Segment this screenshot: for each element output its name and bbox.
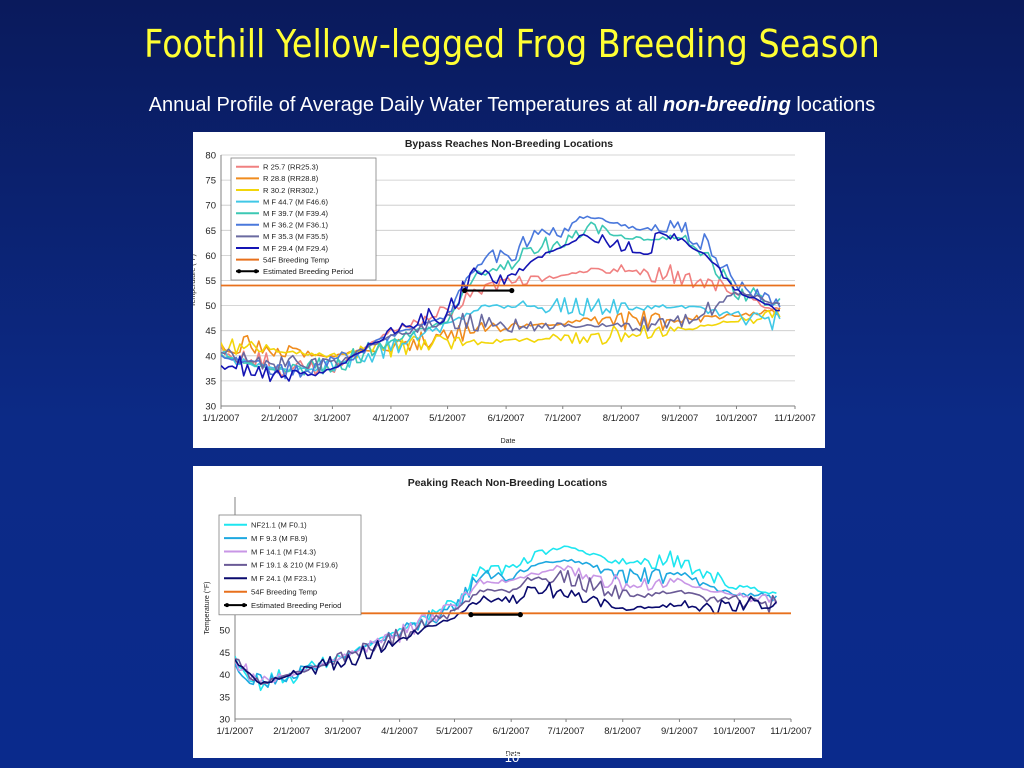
peaking-chart-x-axis-label: Date xyxy=(506,751,521,758)
bypass-chart-legend: R 25.7 (RR25.3) R 28.8 (RR28.8) R 30.2 (RR… xyxy=(230,157,377,281)
bypass-chart-x-tick-label: 9/1/2007 xyxy=(661,413,698,424)
bypass-chart-legend-marker xyxy=(254,269,258,274)
peaking-chart-legend-label: M F 9.3 (M F8.9) xyxy=(251,534,308,543)
bypass-chart-x-tick-label: 6/1/2007 xyxy=(488,413,525,424)
bypass-chart-y-tick-label: 40 xyxy=(205,351,216,362)
bypass-chart-x-tick-label: 8/1/2007 xyxy=(603,413,640,424)
bypass-chart-legend-marker xyxy=(237,269,241,274)
bypass-chart-legend-label: M F 39.7 (M F39.4) xyxy=(263,209,328,218)
bypass-chart-x-tick-label: 11/1/2007 xyxy=(774,413,816,424)
bypass-chart-legend-label: Estimated Breeding Period xyxy=(263,267,353,276)
bypass-chart-y-tick-label: 45 xyxy=(205,326,216,337)
bypass-chart-series-9-point xyxy=(461,287,468,294)
bypass-chart-svg: Bypass Reaches Non-Breeding Locations 30 3… xyxy=(193,138,816,445)
bypass-chart-y-tick-label: 70 xyxy=(205,201,216,212)
bypass-chart-x-tick-label: 10/1/2007 xyxy=(715,413,757,424)
bypass-chart-x-tick-label: 2/1/2007 xyxy=(261,413,298,424)
bypass-chart-legend-label: M F 29.4 (M F29.4) xyxy=(263,244,328,253)
peaking-chart-y-tick-label: 45 xyxy=(219,648,230,659)
slide-title: Foothill Yellow-legged Frog Breeding Sea… xyxy=(144,22,880,66)
bypass-chart-y-tick-label: 55 xyxy=(205,276,216,287)
bypass-chart-series-9-point xyxy=(509,287,515,294)
peaking-chart-legend-label: M F 14.1 (M F14.3) xyxy=(251,547,316,556)
peaking-chart-series-4-line xyxy=(235,581,778,685)
bypass-chart-x-tick-label: 1/1/2007 xyxy=(203,413,240,424)
bypass-chart-legend-label: R 30.2 (RR302.) xyxy=(263,186,319,195)
bypass-chart-series-2-line xyxy=(221,308,781,359)
peaking-reach-chart: Peaking Reach Non-Breeding Locations 30 35… xyxy=(193,466,822,758)
peaking-chart-legend-label: M F 24.1 (M F23.1) xyxy=(251,574,316,583)
bypass-chart-y-tick-label: 50 xyxy=(205,301,216,312)
bypass-chart-y-tick-label: 60 xyxy=(205,251,216,262)
peaking-chart-legend-marker xyxy=(242,603,246,608)
bypass-chart-legend-label: M F 35.3 (M F35.5) xyxy=(263,232,328,241)
bypass-chart-plot-area xyxy=(221,215,781,383)
bypass-chart-y-tick-label: 65 xyxy=(205,226,216,237)
peaking-chart-title: Peaking Reach Non-Breeding Locations xyxy=(408,477,608,489)
peaking-chart-svg: Peaking Reach Non-Breeding Locations 30 35… xyxy=(203,477,812,758)
bypass-chart-x-tick-label: 4/1/2007 xyxy=(372,413,409,424)
bypass-chart-y-axis-label: Temperature (°F) xyxy=(193,254,197,307)
bypass-chart-title: Bypass Reaches Non-Breeding Locations xyxy=(405,138,613,150)
bypass-chart-x-axis-label: Date xyxy=(501,438,516,445)
bypass-reaches-chart: Bypass Reaches Non-Breeding Locations 30 3… xyxy=(193,132,825,448)
peaking-chart-series-6-point xyxy=(517,612,523,618)
peaking-chart-x-tick-label: 1/1/2007 xyxy=(217,726,254,737)
page-number: 10 xyxy=(504,750,520,765)
peaking-chart-y-tick-label: 30 xyxy=(219,715,230,726)
peaking-chart-legend-label: M F 19.1 & 210 (M F19.6) xyxy=(251,561,338,570)
bypass-chart-x-tick-label: 5/1/2007 xyxy=(429,413,466,424)
peaking-chart-y-tick-label: 35 xyxy=(219,692,230,703)
peaking-chart-legend-marker xyxy=(225,603,229,608)
bypass-chart-legend-label: R 28.8 (RR28.8) xyxy=(263,174,319,183)
peaking-chart-x-tick-label: 3/1/2007 xyxy=(324,726,361,737)
bypass-chart-legend-label: 54F Breeding Temp xyxy=(263,255,329,264)
bypass-chart-series-6-line xyxy=(221,291,781,374)
bypass-chart-series-3-line xyxy=(221,297,781,373)
bypass-chart-series-5-line xyxy=(221,215,781,380)
peaking-chart-plot-area xyxy=(235,545,778,692)
bypass-chart-y-tick-label: 35 xyxy=(205,376,216,387)
peaking-chart-x-tick-label: 5/1/2007 xyxy=(436,726,473,737)
peaking-chart-x-tick-label: 6/1/2007 xyxy=(493,726,530,737)
peaking-chart-x-tick-label: 8/1/2007 xyxy=(604,726,641,737)
peaking-chart-x-tick-label: 4/1/2007 xyxy=(381,726,418,737)
subtitle-text-end: locations xyxy=(790,94,876,116)
peaking-chart-legend: NF21.1 (M F0.1) M F 9.3 (M F8.9) M F 14.1 … xyxy=(218,514,362,616)
peaking-chart-y-axis-label: Temperature (°F) xyxy=(203,582,211,635)
peaking-chart-y-tick-label: 40 xyxy=(219,670,230,681)
peaking-chart-x-tick-label: 2/1/2007 xyxy=(273,726,310,737)
subtitle-text-start: Annual Profile of Average Daily Water Te… xyxy=(148,94,664,116)
bypass-chart-y-tick-label: 30 xyxy=(205,402,216,413)
peaking-chart-x-tick-label: 10/1/2007 xyxy=(713,726,755,737)
peaking-chart-y-tick-label: 50 xyxy=(219,626,230,637)
peaking-chart-x-tick-label: 11/1/2007 xyxy=(770,726,812,737)
bypass-chart-legend-label: M F 36.2 (M F36.1) xyxy=(263,221,328,230)
peaking-chart-series-6-point xyxy=(468,612,474,618)
bypass-chart-y-tick-label: 75 xyxy=(205,176,216,187)
peaking-chart-legend-label: NF21.1 (M F0.1) xyxy=(251,521,307,530)
slide-subtitle: Annual Profile of Average Daily Water Te… xyxy=(0,94,1024,117)
peaking-chart-legend-label: Estimated Breeding Period xyxy=(251,601,341,610)
peaking-chart-x-tick-label: 7/1/2007 xyxy=(548,726,585,737)
bypass-chart-series-0-line xyxy=(221,264,781,378)
subtitle-emphasis: non-breeding xyxy=(663,94,791,116)
bypass-chart-legend-label: R 25.7 (RR25.3) xyxy=(263,163,319,172)
peaking-chart-legend-label: 54F Breeding Temp xyxy=(251,588,317,597)
bypass-chart-x-tick-label: 3/1/2007 xyxy=(314,413,351,424)
bypass-chart-x-tick-label: 7/1/2007 xyxy=(544,413,581,424)
peaking-chart-x-tick-label: 9/1/2007 xyxy=(661,726,698,737)
bypass-chart-series-7-line xyxy=(221,231,780,383)
bypass-chart-series-1-line xyxy=(221,307,781,358)
bypass-chart-y-tick-label: 80 xyxy=(205,151,216,162)
bypass-chart-legend-label: M F 44.7 (M F46.6) xyxy=(263,197,328,206)
